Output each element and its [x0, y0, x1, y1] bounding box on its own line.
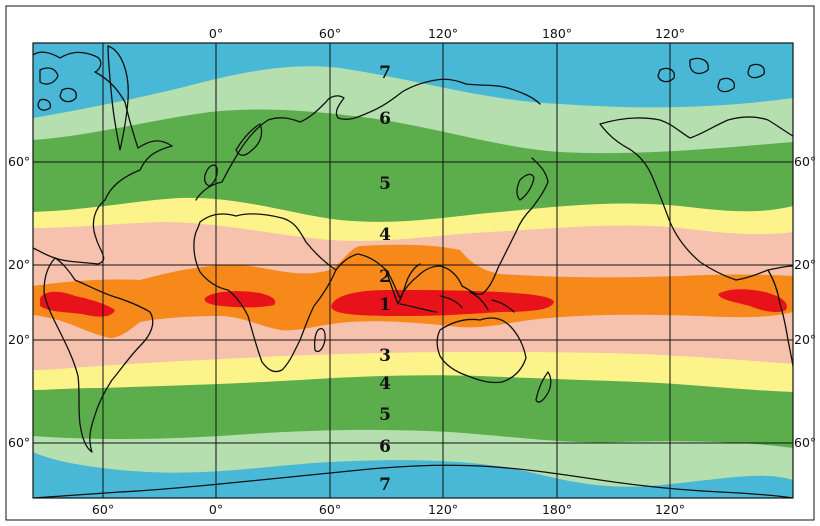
latitude-label: 60°: [8, 154, 30, 169]
zone-label: 3: [379, 346, 391, 366]
coastline-north-america-right: [599, 116, 793, 281]
zone-bands: [33, 43, 793, 498]
zone-label: 6: [379, 109, 391, 129]
latitude-label: 60°: [794, 154, 816, 169]
longitude-label: 180°: [542, 502, 572, 517]
coastline-japan: [516, 173, 535, 201]
zone-number-labels: 7 6 5 4 2 1 3 4 5 6 7: [379, 63, 391, 495]
latitude-label: 20°: [8, 257, 30, 272]
zone-label: 7: [379, 63, 391, 83]
latitude-label: 20°: [794, 332, 816, 347]
coastline-britain: [203, 164, 218, 187]
longitude-label: 60°: [92, 502, 114, 517]
longitude-label: 120°: [655, 502, 685, 517]
latitude-label: 20°: [794, 257, 816, 272]
coastline-africa: [193, 213, 337, 373]
longitude-label: 60°: [319, 26, 341, 41]
zone-1-south-america: [40, 291, 115, 317]
right-latitude-labels: 60° 20° 20° 60°: [794, 154, 816, 450]
longitude-label: 120°: [428, 502, 458, 517]
coastline-scandinavia: [235, 123, 263, 156]
top-longitude-labels: 0° 60° 120° 180° 120°: [209, 26, 685, 41]
zone-label: 2: [379, 267, 391, 287]
coastline-south-america: [43, 257, 154, 453]
graticule: [33, 43, 793, 498]
coastline-greenland: [107, 45, 129, 151]
zone-1-central-america: [718, 289, 787, 313]
zone-1-africa: [204, 291, 276, 308]
coastline-arctic-islands-right: [657, 57, 765, 93]
latitude-label: 60°: [794, 435, 816, 450]
bottom-longitude-labels: 60° 0° 60° 120° 180° 120°: [92, 502, 685, 517]
latitude-label: 60°: [8, 435, 30, 450]
coastline-india: [385, 263, 421, 305]
longitude-label: 0°: [209, 26, 223, 41]
longitude-label: 0°: [209, 502, 223, 517]
coastline-new-zealand: [535, 371, 552, 403]
longitude-label: 60°: [319, 502, 341, 517]
longitude-label: 120°: [655, 26, 685, 41]
zone-label: 7: [379, 475, 391, 495]
zone-label: 5: [379, 174, 391, 194]
left-latitude-labels: 60° 20° 20° 60°: [8, 154, 30, 450]
coastline-europe: [195, 78, 541, 201]
coastline-south-america-right: [767, 269, 793, 367]
coastline-antarctica: [33, 464, 793, 498]
zone-label: 5: [379, 405, 391, 425]
coastline-indonesia: [399, 291, 515, 313]
longitude-label: 120°: [428, 26, 458, 41]
coastline-australia: [436, 317, 527, 384]
coastline-arctic-islands-left: [37, 67, 77, 111]
latitude-label: 20°: [8, 332, 30, 347]
coastlines: [33, 45, 793, 498]
zone-label: 1: [379, 295, 391, 315]
map-frame: [32, 42, 794, 499]
zone-label: 6: [379, 437, 391, 457]
coastline-north-america-west: [33, 51, 173, 265]
outer-frame: [5, 5, 815, 521]
zone-label: 4: [379, 374, 391, 394]
longitude-label: 180°: [542, 26, 572, 41]
zone-label: 4: [379, 225, 391, 245]
coastline-madagascar: [313, 327, 326, 353]
